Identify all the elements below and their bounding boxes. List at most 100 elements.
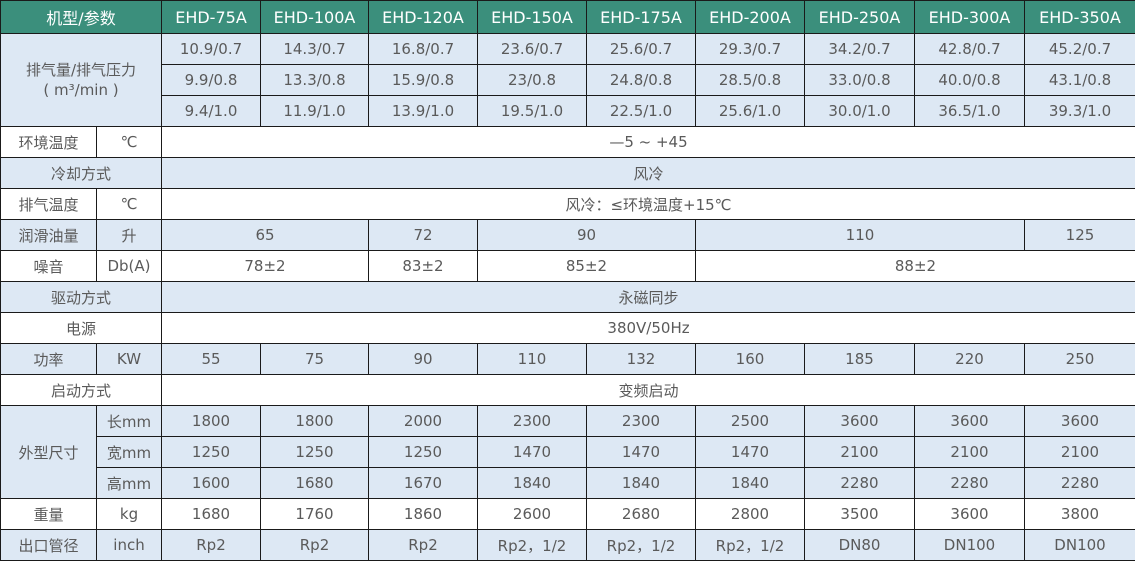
weight-value: 3500 [805,499,915,530]
flow-value: 24.8/0.8 [587,65,696,96]
noise-value: 88±2 [696,251,1135,282]
oil-value: 72 [369,220,478,251]
power-value: 250 [1025,344,1135,375]
flow-label: 排气量/排气压力( m³/min ) [1,34,162,127]
flow-label-text: 排气量/排气压力 [1,60,161,80]
dims-value: 2500 [696,406,805,437]
oil-value: 110 [696,220,1025,251]
noise-value: 83±2 [369,251,478,282]
model-header: EHD-75A [162,1,261,34]
outlet-value: DN80 [805,530,915,561]
model-header: EHD-175A [587,1,696,34]
dims-value: 3600 [1025,406,1135,437]
dims-value: 1840 [587,468,696,499]
flow-value: 33.0/0.8 [805,65,915,96]
dims-value: 1250 [162,437,261,468]
flow-value: 23.6/0.7 [478,34,587,65]
dims-value: 3600 [915,406,1025,437]
dims-value: 1800 [162,406,261,437]
weight-value: 1860 [369,499,478,530]
dims-value: 1470 [587,437,696,468]
flow-value: 36.5/1.0 [915,96,1025,127]
outlet-value: Rp2 [261,530,369,561]
power-value: 185 [805,344,915,375]
noise-unit: Db(A) [97,251,162,282]
dims-value: 2280 [1025,468,1135,499]
flow-value: 13.9/1.0 [369,96,478,127]
weight-value: 1760 [261,499,369,530]
dims-value: 1250 [261,437,369,468]
flow-value: 11.9/1.0 [261,96,369,127]
header-label: 机型/参数 [1,1,162,34]
flow-value: 43.1/0.8 [1025,65,1135,96]
flow-value: 25.6/1.0 [696,96,805,127]
exhaust_temp-value: 风冷：≤环境温度+15℃ [162,189,1135,220]
dims-value: 1600 [162,468,261,499]
model-header: EHD-100A [261,1,369,34]
oil-value: 90 [478,220,696,251]
table-row: 启动方式变频启动 [1,375,1135,406]
oil-label: 润滑油量 [1,220,97,251]
flow-value: 40.0/0.8 [915,65,1025,96]
flow-value: 9.4/1.0 [162,96,261,127]
dims-value: 1680 [261,468,369,499]
noise-label: 噪音 [1,251,97,282]
flow-value: 15.9/0.8 [369,65,478,96]
weight-value: 1680 [162,499,261,530]
weight-value: 2600 [478,499,587,530]
outlet-value: DN100 [1025,530,1135,561]
outlet-value: Rp2 [369,530,478,561]
table-row: 冷却方式风冷 [1,158,1135,189]
power-value: 110 [478,344,587,375]
dims-value: 1470 [478,437,587,468]
dims-value: 2280 [805,468,915,499]
flow-value: 29.3/0.7 [696,34,805,65]
ambient-unit: ℃ [97,127,162,158]
outlet-label: 出口管径 [1,530,97,561]
power-unit: KW [97,344,162,375]
drive-label: 驱动方式 [1,282,162,313]
outlet-value: Rp2，1/2 [696,530,805,561]
flow-value: 19.5/1.0 [478,96,587,127]
power-value: 220 [915,344,1025,375]
supply-label: 电源 [1,313,162,344]
flow-value: 39.3/1.0 [1025,96,1135,127]
dims-value: 1840 [478,468,587,499]
outlet-value: Rp2 [162,530,261,561]
power-value: 90 [369,344,478,375]
oil-value: 125 [1025,220,1135,251]
flow-unit: ( m³/min ) [1,80,161,100]
dims-unit: 长mm [97,406,162,437]
dims-value: 3600 [805,406,915,437]
dims-value: 2100 [1025,437,1135,468]
start-value: 变频启动 [162,375,1135,406]
dims-value: 2000 [369,406,478,437]
drive-value: 永磁同步 [162,282,1135,313]
power-value: 132 [587,344,696,375]
outlet-value: Rp2，1/2 [478,530,587,561]
oil-unit: 升 [97,220,162,251]
table-row: 润滑油量升657290110125150 [1,220,1135,251]
noise-value: 78±2 [162,251,369,282]
outlet-value: Rp2，1/2 [587,530,696,561]
dims-value: 1800 [261,406,369,437]
dims-value: 2300 [587,406,696,437]
dims-unit: 高mm [97,468,162,499]
model-header: EHD-350A [1025,1,1135,34]
power-label: 功率 [1,344,97,375]
model-header: EHD-300A [915,1,1025,34]
flow-value: 9.9/0.8 [162,65,261,96]
table-row: 驱动方式永磁同步 [1,282,1135,313]
model-header: EHD-250A [805,1,915,34]
table-row: 环境温度℃—5 ~ +45 [1,127,1135,158]
